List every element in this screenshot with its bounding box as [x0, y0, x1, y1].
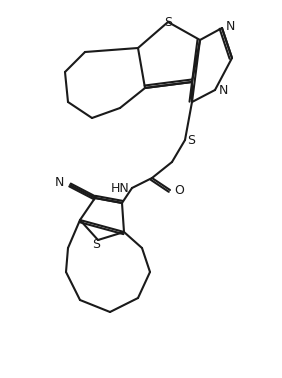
- Text: S: S: [92, 237, 100, 251]
- Text: O: O: [174, 184, 184, 197]
- Text: S: S: [164, 15, 172, 28]
- Text: N: N: [226, 20, 235, 34]
- Text: N: N: [219, 84, 228, 96]
- Text: HN: HN: [111, 181, 130, 195]
- Text: S: S: [187, 133, 195, 147]
- Text: N: N: [55, 177, 64, 189]
